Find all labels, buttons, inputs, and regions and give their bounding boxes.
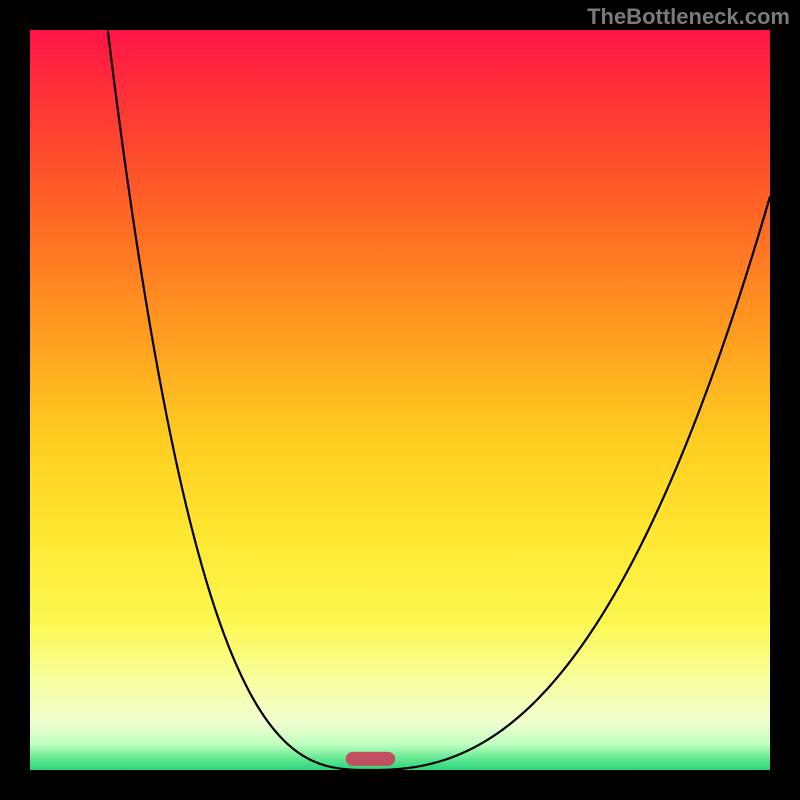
optimal-marker xyxy=(346,752,396,766)
chart-container: TheBottleneck.com xyxy=(0,0,800,800)
watermark-text: TheBottleneck.com xyxy=(587,4,790,30)
plot-svg xyxy=(30,30,770,770)
plot-area xyxy=(30,30,770,770)
gradient-background xyxy=(30,30,770,770)
